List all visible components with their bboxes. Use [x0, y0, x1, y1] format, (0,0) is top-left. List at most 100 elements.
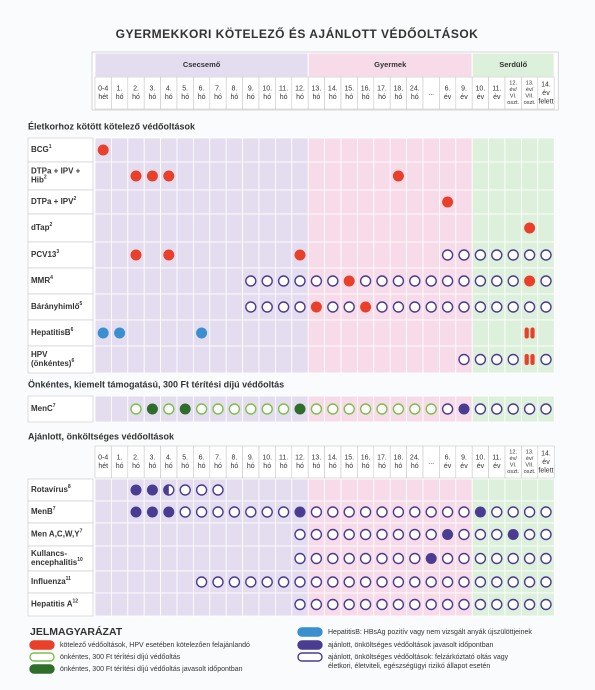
- dose-open: [458, 275, 470, 287]
- cell: [274, 522, 293, 547]
- column-label: 11.: [492, 455, 501, 462]
- column-header-cell: [291, 445, 309, 479]
- cell: [111, 522, 129, 547]
- dose-open: [294, 598, 306, 611]
- column-label: hó: [165, 463, 173, 470]
- cell: [143, 137, 161, 163]
- dose-open: [212, 506, 224, 518]
- column-label: oszt.: [524, 100, 536, 106]
- column-label: 15.: [344, 86, 354, 93]
- cell: [111, 293, 129, 321]
- cell: [143, 570, 161, 594]
- cell: [160, 545, 178, 572]
- column-label: 6.: [445, 455, 451, 462]
- column-label: 0-4: [98, 86, 108, 93]
- column-label: 8.: [231, 86, 237, 93]
- cell: [455, 137, 473, 163]
- column-label: 5.: [182, 86, 188, 93]
- dose-open: [523, 598, 536, 611]
- column-header-cell: [209, 445, 227, 479]
- dose-open: [425, 598, 437, 611]
- cell: [291, 213, 309, 243]
- cell: [471, 189, 490, 215]
- cell: [274, 319, 293, 347]
- section-heading: Önkéntes, kiemelt támogatású, 300 Ft tér…: [28, 379, 284, 389]
- cell: [291, 478, 309, 502]
- dose-open: [507, 576, 519, 588]
- dose: [130, 249, 142, 261]
- dose-open: [343, 598, 355, 611]
- dose-open: [392, 552, 405, 565]
- cell: [209, 267, 227, 295]
- cell: [340, 161, 358, 191]
- cell: [160, 345, 178, 374]
- dose-open: [245, 403, 257, 415]
- cell: [176, 570, 194, 594]
- dose-open: [277, 275, 290, 287]
- dose-open: [425, 528, 437, 541]
- dose-open: [261, 275, 273, 287]
- row-label: MenC7: [31, 403, 56, 413]
- dose-open: [491, 552, 503, 565]
- cell: [192, 189, 211, 215]
- column-label: hét: [98, 94, 108, 101]
- dose: [360, 301, 372, 313]
- column-header-cell: [537, 445, 555, 479]
- cell: [160, 137, 178, 163]
- cell: [242, 545, 260, 572]
- column-label: hó: [198, 94, 206, 101]
- column-label: év/: [509, 456, 517, 462]
- cell: [356, 478, 375, 502]
- column-label: 2.: [133, 455, 139, 462]
- cell: [406, 478, 424, 502]
- cell: [258, 189, 276, 215]
- cell: [274, 161, 293, 191]
- cell: [176, 137, 194, 163]
- cell: [356, 213, 375, 243]
- footnote-ref: 7: [80, 529, 83, 535]
- dose-open: [409, 301, 421, 313]
- column-label: hó: [280, 463, 288, 470]
- row-label: HepatitisB6: [31, 327, 74, 337]
- cell: [176, 592, 194, 617]
- column-label: év: [444, 463, 452, 470]
- column-header-cell: [160, 445, 178, 479]
- cell: [274, 189, 293, 215]
- cell: [192, 213, 211, 243]
- column-label: hó: [231, 463, 239, 470]
- column-label: 10.: [476, 455, 486, 462]
- dose-open: [277, 403, 290, 415]
- row-label: Hepatitis A12: [31, 599, 78, 609]
- cell: [242, 478, 260, 502]
- dose-open: [507, 506, 519, 518]
- column-label: 11.: [492, 86, 501, 93]
- row-label-text: dTap: [31, 223, 50, 232]
- footnote-ref: 11: [66, 576, 72, 582]
- legend-text: önkéntes, 300 Ft térítési díjú védőoltás…: [60, 666, 243, 673]
- cell: [143, 522, 161, 547]
- column-label: 3.: [149, 86, 155, 93]
- column-header-cell: [275, 445, 293, 479]
- cell: [488, 137, 506, 163]
- dose-open: [441, 576, 454, 588]
- row-label-cell: [27, 545, 94, 572]
- cell: [225, 267, 243, 295]
- cell: [373, 213, 391, 243]
- cell: [258, 161, 276, 191]
- cell: [225, 522, 243, 547]
- cell: [504, 319, 522, 347]
- legend-text: HepatitisB: HBsAg pozitív vagy nem vizsg…: [328, 629, 532, 636]
- dose-open: [228, 576, 241, 588]
- dose-open: [491, 275, 503, 287]
- cell: [307, 478, 326, 502]
- column-header-cell: [373, 76, 391, 110]
- dose-open: [540, 353, 552, 366]
- cell: [176, 267, 194, 295]
- dose-open: [376, 552, 388, 565]
- dose-open: [441, 301, 454, 313]
- cell: [504, 161, 522, 191]
- dose-open: [294, 552, 306, 565]
- dose-open: [474, 528, 487, 541]
- dose-open: [195, 506, 208, 518]
- dose-open: [130, 403, 142, 415]
